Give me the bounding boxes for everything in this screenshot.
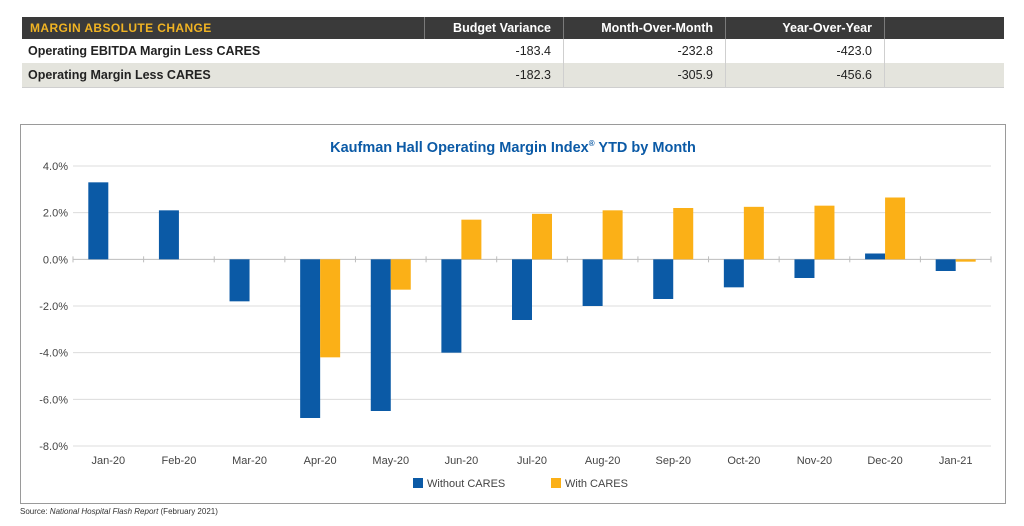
- y-tick-label: -6.0%: [39, 394, 68, 406]
- x-tick-label: Jan-20: [91, 455, 125, 467]
- y-tick-label: -2.0%: [39, 301, 68, 313]
- cell-budget-variance: -183.4: [424, 39, 564, 63]
- bar-without-cares: [582, 259, 603, 306]
- x-tick-label: Jul-20: [517, 455, 547, 467]
- chart-panel: Kaufman Hall Operating Margin Index® YTD…: [20, 124, 1006, 504]
- source-note: Source: National Hospital Flash Report (…: [20, 507, 218, 516]
- legend-label: With CARES: [565, 478, 628, 490]
- cell-blank: [884, 39, 1004, 63]
- column-header-blank: [884, 17, 1004, 39]
- x-tick-label: Mar-20: [232, 455, 267, 467]
- source-suffix: (February 2021): [158, 507, 218, 516]
- table-title: MARGIN ABSOLUTE CHANGE: [22, 17, 425, 39]
- row-label: Operating Margin Less CARES: [22, 63, 425, 88]
- x-tick-label: Dec-20: [867, 455, 902, 467]
- bar-with-cares: [673, 208, 694, 260]
- bar-with-cares: [955, 259, 976, 262]
- x-tick-label: Nov-20: [797, 455, 832, 467]
- y-tick-label: -8.0%: [39, 441, 68, 453]
- y-tick-label: 0.0%: [43, 254, 68, 266]
- source-publication: National Hospital Flash Report: [49, 507, 159, 516]
- legend-label: Without CARES: [427, 478, 505, 490]
- cell-month-over-month: -305.9: [563, 63, 726, 88]
- bar-without-cares: [441, 259, 462, 353]
- bar-with-cares: [532, 213, 552, 260]
- bar-with-cares: [743, 206, 764, 260]
- cell-budget-variance: -182.3: [424, 63, 564, 88]
- bar-chart: Kaufman Hall Operating Margin Index® YTD…: [39, 139, 992, 490]
- x-tick-label: Jun-20: [445, 455, 479, 467]
- x-tick-label: Sep-20: [655, 455, 690, 467]
- bar-without-cares: [88, 182, 109, 260]
- bar-with-cares: [320, 259, 341, 358]
- source-prefix: Source:: [20, 507, 50, 516]
- column-header-month-over-month: Month-Over-Month: [563, 17, 726, 39]
- bar-without-cares: [158, 210, 179, 260]
- bar-without-cares: [865, 253, 886, 260]
- cell-year-over-year: -423.0: [725, 39, 885, 63]
- table-header-row: MARGIN ABSOLUTE CHANGE Budget Variance M…: [22, 17, 1004, 39]
- row-label: Operating EBITDA Margin Less CARES: [22, 39, 425, 63]
- bar-with-cares: [885, 197, 906, 260]
- cell-month-over-month: -232.8: [563, 39, 726, 63]
- table-row: Operating EBITDA Margin Less CARES -183.…: [22, 39, 1004, 63]
- bar-with-cares: [602, 210, 623, 260]
- chart-title: Kaufman Hall Operating Margin Index® YTD…: [330, 139, 696, 156]
- x-tick-label: Oct-20: [727, 455, 760, 467]
- bar-without-cares: [794, 259, 815, 278]
- x-tick-label: Apr-20: [304, 455, 337, 467]
- y-tick-label: 4.0%: [43, 161, 68, 173]
- cell-year-over-year: -456.6: [725, 63, 885, 88]
- bar-with-cares: [814, 205, 835, 260]
- legend-swatch: [551, 478, 561, 488]
- x-tick-label: Jan-21: [939, 455, 973, 467]
- bar-without-cares: [370, 259, 391, 411]
- x-tick-label: Feb-20: [161, 455, 196, 467]
- column-header-budget-variance: Budget Variance: [424, 17, 564, 39]
- x-tick-label: Aug-20: [585, 455, 620, 467]
- bar-with-cares: [461, 219, 482, 260]
- table-row: Operating Margin Less CARES -182.3 -305.…: [22, 63, 1004, 88]
- y-tick-label: -4.0%: [39, 348, 68, 360]
- cell-blank: [884, 63, 1004, 88]
- bar-without-cares: [512, 259, 532, 320]
- bar-without-cares: [935, 259, 956, 271]
- y-tick-label: 2.0%: [43, 208, 68, 220]
- bar-without-cares: [229, 259, 250, 302]
- x-tick-label: May-20: [372, 455, 409, 467]
- bar-without-cares: [653, 259, 674, 299]
- bar-without-cares: [300, 259, 321, 418]
- legend-swatch: [413, 478, 423, 488]
- bar-with-cares: [390, 259, 411, 290]
- bar-without-cares: [723, 259, 744, 288]
- margin-change-table: MARGIN ABSOLUTE CHANGE Budget Variance M…: [22, 17, 1004, 88]
- column-header-year-over-year: Year-Over-Year: [725, 17, 885, 39]
